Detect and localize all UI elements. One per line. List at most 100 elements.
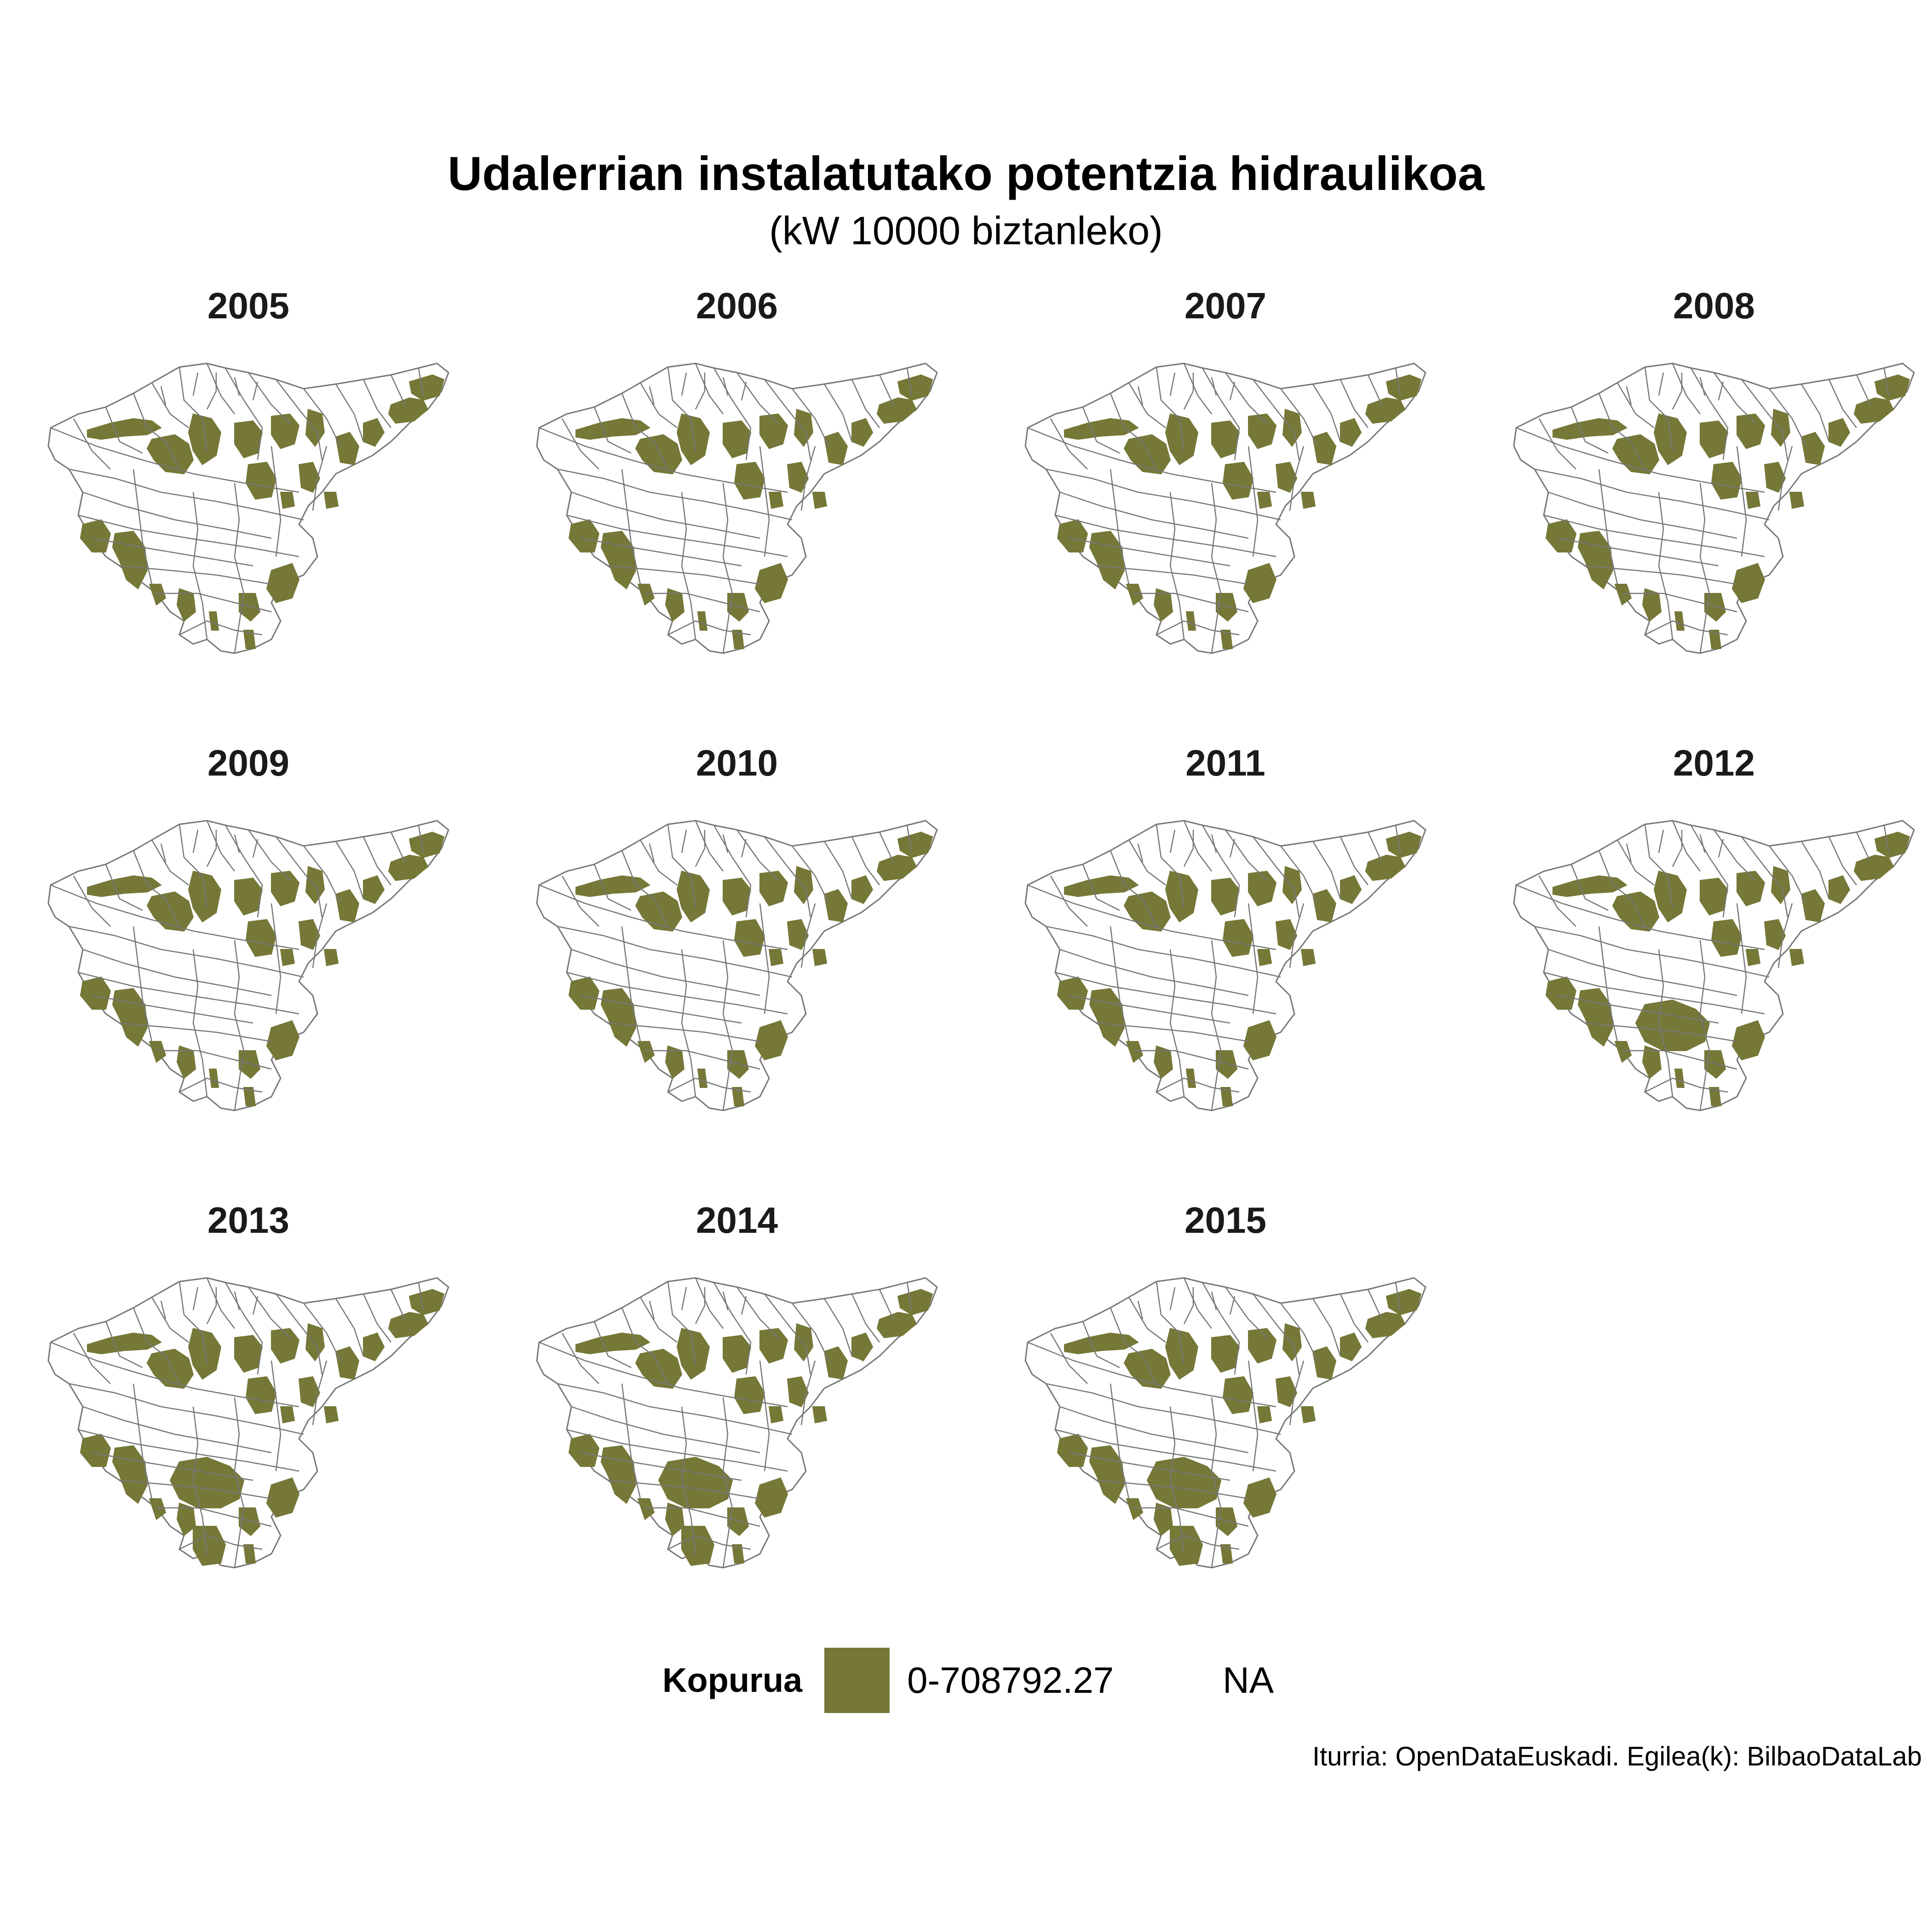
municipality-filled (280, 949, 295, 966)
municipality-filled (1552, 875, 1627, 897)
municipality-filled (1771, 408, 1791, 447)
municipality-filled (754, 563, 788, 604)
municipal-boundary (1672, 820, 1701, 872)
municipal-boundary (681, 492, 696, 640)
municipal-boundary (119, 565, 272, 585)
map-panel-2011 (1024, 820, 1426, 1111)
municipality-filled (363, 1332, 385, 1362)
municipality-filled (363, 875, 385, 904)
municipal-boundary (234, 483, 245, 654)
municipal-boundary (105, 864, 143, 911)
municipal-boundary (1055, 1429, 1276, 1472)
municipal-boundary (69, 468, 304, 521)
municipal-boundary (69, 926, 304, 978)
municipality-filled (408, 374, 445, 401)
municipal-boundary (1516, 427, 1765, 493)
panel-title-2014: 2014 (696, 1200, 778, 1241)
municipality-filled (234, 877, 263, 916)
panel-title-2015: 2015 (1184, 1200, 1266, 1241)
municipal-boundary (156, 1050, 272, 1070)
municipal-boundary (1133, 1507, 1249, 1527)
municipal-boundary (1395, 368, 1401, 396)
municipal-boundary (1046, 1383, 1281, 1435)
municipal-boundary (1110, 393, 1157, 470)
municipal-boundary (1713, 829, 1756, 881)
municipality-filled (812, 492, 828, 509)
municipal-boundary (73, 418, 111, 470)
municipal-boundary (1644, 367, 1673, 451)
municipality-filled (1057, 976, 1088, 1010)
municipality-filled (1220, 1544, 1233, 1564)
municipal-boundary (649, 386, 655, 405)
municipal-boundary (1096, 1479, 1249, 1500)
municipal-boundary (639, 1297, 678, 1343)
municipal-boundary (1741, 836, 1788, 918)
municipal-boundary (234, 1291, 240, 1311)
panel-title-2006: 2006 (696, 285, 778, 326)
map-panel-2010 (536, 820, 938, 1111)
municipal-boundary (362, 379, 391, 428)
municipal-boundary (179, 1535, 263, 1550)
municipal-boundary (224, 825, 263, 918)
municipal-boundary (695, 373, 706, 410)
municipality-filled (1300, 492, 1316, 509)
municipal-boundary (192, 829, 199, 853)
municipal-boundary (800, 903, 816, 968)
municipality-filled (1312, 1346, 1337, 1380)
municipal-boundary (1169, 492, 1185, 640)
municipal-boundary (539, 1341, 788, 1408)
municipal-boundary (823, 384, 853, 442)
municipal-boundary (192, 372, 199, 396)
municipality-filled (727, 1050, 749, 1079)
municipality-filled (1577, 530, 1614, 590)
municipality-filled (1257, 492, 1272, 509)
municipality-filled (723, 877, 752, 916)
municipal-boundary (1658, 949, 1673, 1097)
municipal-boundary (132, 393, 180, 470)
municipal-boundary (1672, 830, 1683, 867)
municipal-boundary (722, 377, 729, 396)
municipality-filled (600, 530, 637, 590)
municipal-boundary (681, 1287, 687, 1311)
municipal-boundary (1883, 368, 1890, 396)
municipality-filled (759, 870, 788, 907)
map-panel-2014 (536, 1277, 938, 1569)
map-panel-2012 (1513, 820, 1915, 1111)
municipality-filled (1653, 413, 1687, 466)
municipality-filled (1057, 519, 1088, 552)
municipal-boundary (1059, 491, 1249, 539)
municipal-boundary (1183, 830, 1194, 867)
municipality-filled (812, 949, 828, 966)
municipality-filled (1365, 1311, 1406, 1339)
municipal-boundary (151, 840, 189, 886)
municipal-boundary (1672, 363, 1701, 414)
municipality-filled (149, 1041, 167, 1063)
municipal-boundary (179, 1077, 263, 1093)
municipal-boundary (247, 372, 290, 424)
municipal-boundary (1312, 1298, 1341, 1357)
panel-title-2007: 2007 (1184, 285, 1266, 326)
municipal-boundary (713, 368, 752, 460)
municipality-filled (1300, 1406, 1316, 1424)
municipality-filled (754, 1020, 788, 1061)
municipality-filled (305, 1323, 325, 1362)
municipality-filled (1731, 1020, 1765, 1061)
municipal-boundary (1110, 1307, 1157, 1384)
municipal-boundary (667, 367, 696, 451)
municipality-filled (876, 397, 917, 424)
municipal-boundary (1211, 1397, 1222, 1568)
municipal-boundary (764, 1294, 811, 1375)
municipality-filled (1340, 875, 1362, 904)
municipal-boundary (1598, 393, 1646, 470)
municipality-filled (80, 976, 111, 1010)
map-panel-2013 (47, 1277, 449, 1569)
municipal-boundary (1183, 373, 1194, 410)
municipal-boundary (681, 372, 687, 396)
municipal-boundary (713, 825, 752, 918)
municipality-filled (1653, 870, 1687, 923)
municipal-boundary (1516, 884, 1765, 950)
municipality-filled (1545, 976, 1577, 1010)
municipal-boundary (1828, 836, 1857, 886)
municipal-boundary (1229, 839, 1236, 858)
municipal-boundary (621, 393, 669, 470)
